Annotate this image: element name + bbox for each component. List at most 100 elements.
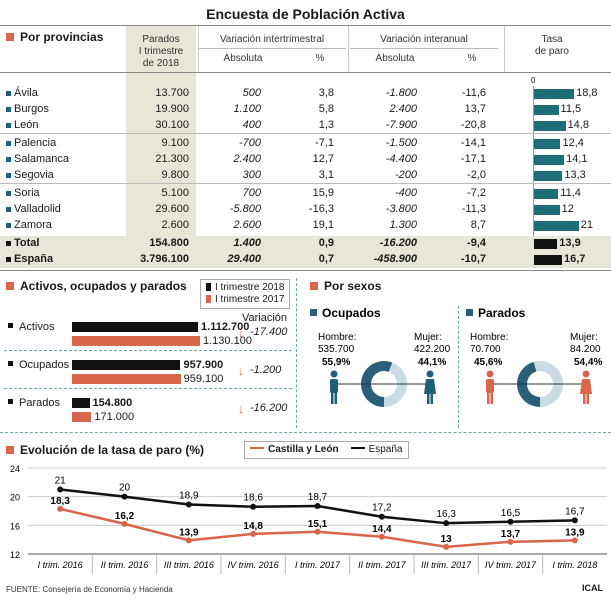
data-label: 13 [441,534,453,545]
data-point [443,543,450,550]
interanual-header: Variación interanual [380,34,468,45]
tasa-label: 11,4 [560,187,581,199]
table-row: Valladolid 29.600 -5.800 -16,3 -3.800 -11,3 12 [0,202,611,218]
parados-hombre-label: Hombre: [470,332,508,343]
abs1-header: Absoluta [223,53,263,64]
row-pct2: 13,7 [464,103,486,115]
data-label: 16,5 [501,508,521,519]
row-name: Palencia [14,137,57,149]
tasa-bar [534,221,579,231]
row-abs2: -1.800 [385,87,417,99]
row-abs2: -1.500 [385,137,417,149]
table-row: Soria 5.100 700 15,9 -400 -7,2 11,4 [0,186,611,202]
tasa-axis-line [533,86,534,236]
row-pct1: 3,1 [318,169,334,181]
row-bullet-icon [6,223,11,228]
legend-2017: I trimestre 2017 [206,294,284,306]
ocupados-mujer-pct: 44,1% [418,357,446,368]
row-parados: 13.700 [155,87,189,99]
x-tick-label: I trim. 2018 [552,560,597,570]
y-tick-label: 20 [10,493,20,503]
col-divider [198,26,199,72]
x-tick-label: III trim. 2017 [421,560,472,570]
data-label: 20 [119,483,131,494]
table-row: Segovia 9.800 300 3,1 -200 -2,0 13,3 [0,168,611,184]
data-label: 18,7 [308,492,328,503]
bar-2017 [72,412,92,422]
title-rule [0,25,611,26]
row-bullet-icon [6,241,11,246]
totals-row: España 3.796.100 29.400 0,7 -458.900 -10,7 16,… [0,252,611,268]
variacion-value: -16.200 [250,402,288,414]
ocupados-hombre-value: 535.700 [318,344,355,355]
parados-hombre-value: 70.700 [470,344,501,355]
bar-2018 [72,398,90,408]
data-label: 13,9 [565,527,585,538]
row-abs1: 1.400 [233,237,261,249]
row-name: Burgos [14,103,49,115]
activos-heading-text: Activos, ocupados y parados [20,279,187,293]
row-abs1: 300 [242,169,261,181]
bar-2018-label: 957.900 [183,359,224,371]
down-arrow-icon: ↓ [238,402,244,416]
row-parados: 2.600 [161,219,189,231]
activos-row-separator [4,350,292,351]
tasa-bar [534,205,560,215]
row-pct1: 19,1 [312,219,334,231]
totals-row: Total 154.800 1.400 0,9 -16.200 -9,4 13,9 [0,236,611,252]
row-abs2: 2.400 [389,103,417,115]
activos-heading: Activos, ocupados y parados [6,279,187,293]
parados-title: Parados [478,306,526,320]
row-abs1: 500 [242,87,261,99]
provincias-heading-text: Por provincias [20,30,104,44]
data-point [314,528,321,535]
row-bullet-icon [6,257,11,262]
data-point [185,501,192,508]
legend-2018: I trimestre 2018 [206,282,284,294]
row-parados: 30.100 [155,119,189,131]
table-row: Burgos 19.900 1.100 5,8 2.400 13,7 11,5 [0,102,611,118]
ocupados-hombre-pct: 55,9% [322,357,350,368]
parados-column-shade [126,26,196,236]
row-name: Soria [14,187,40,199]
row-abs2: -7.900 [385,119,417,131]
row-bullet-icon [6,191,11,196]
data-point [507,538,514,545]
row-abs2: -4.400 [385,153,417,165]
data-label: 13,9 [179,527,199,538]
tasa-label: 14,8 [567,119,589,131]
table-row: Palencia 9.100 -700 -7,1 -1.500 -14,1 12,4 [0,136,611,152]
woman-icon [424,370,436,404]
bar-2017-label: 171.000 [94,411,135,423]
page-title: Encuesta de Población Activa [206,6,405,22]
x-tick-label: II trim. 2017 [358,560,407,570]
parados-square-icon [466,309,473,316]
data-point [250,530,257,537]
ocupados-hombre-label: Hombre: [318,332,356,343]
data-label: 13,7 [501,529,521,540]
row-parados: 3.796.100 [140,253,189,265]
activos-row-name: Activos [19,321,55,333]
sexos-heading: Por sexos [310,279,381,293]
row-abs2: -200 [394,169,417,181]
abs2-header: Absoluta [375,53,415,64]
table-row: León 30.100 400 1,3 -7.900 -20,8 14,8 [0,118,611,134]
row-bullet-icon [6,123,11,128]
data-label: 14,4 [372,524,392,535]
data-point [57,505,64,512]
y-tick-label: 16 [10,521,20,531]
down-arrow-icon: ↓ [238,364,244,378]
intertrim-header: Variación intertrimestral [219,34,325,45]
row-bullet-icon [6,91,11,96]
data-point [443,520,450,527]
row-pct1: 15,9 [312,187,334,199]
tasa-header-line1: Tasa [541,34,563,45]
data-label: 16,2 [115,511,135,522]
row-bullet-icon [6,141,11,146]
tasa-label: 16,7 [563,253,586,265]
pct1-header: % [315,53,325,64]
legend-cyl: Castilla y León [250,444,339,456]
row-abs2: -16.200 [379,237,417,249]
row-pct2: -2,0 [467,169,486,181]
totals-shade [0,236,611,268]
